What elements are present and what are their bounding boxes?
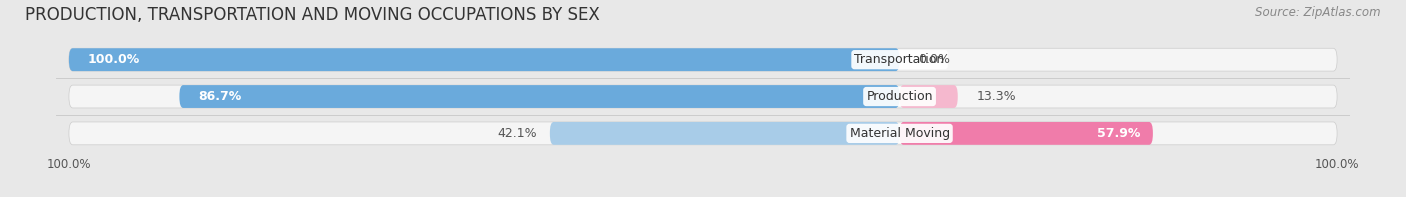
Text: 100.0%: 100.0% <box>89 53 141 66</box>
FancyBboxPatch shape <box>69 48 900 71</box>
FancyBboxPatch shape <box>900 122 1153 145</box>
Text: Production: Production <box>866 90 932 103</box>
Text: Source: ZipAtlas.com: Source: ZipAtlas.com <box>1256 6 1381 19</box>
Text: Transportation: Transportation <box>855 53 945 66</box>
Text: 86.7%: 86.7% <box>198 90 242 103</box>
FancyBboxPatch shape <box>69 85 1337 108</box>
FancyBboxPatch shape <box>180 85 900 108</box>
Text: Material Moving: Material Moving <box>849 127 949 140</box>
FancyBboxPatch shape <box>69 122 1337 145</box>
FancyBboxPatch shape <box>550 122 900 145</box>
FancyBboxPatch shape <box>69 48 1337 71</box>
Text: PRODUCTION, TRANSPORTATION AND MOVING OCCUPATIONS BY SEX: PRODUCTION, TRANSPORTATION AND MOVING OC… <box>25 6 600 24</box>
Text: 13.3%: 13.3% <box>977 90 1017 103</box>
Legend: Male, Female: Male, Female <box>637 195 769 197</box>
Text: 57.9%: 57.9% <box>1097 127 1140 140</box>
Text: 42.1%: 42.1% <box>498 127 537 140</box>
FancyBboxPatch shape <box>900 85 957 108</box>
Text: 0.0%: 0.0% <box>918 53 950 66</box>
